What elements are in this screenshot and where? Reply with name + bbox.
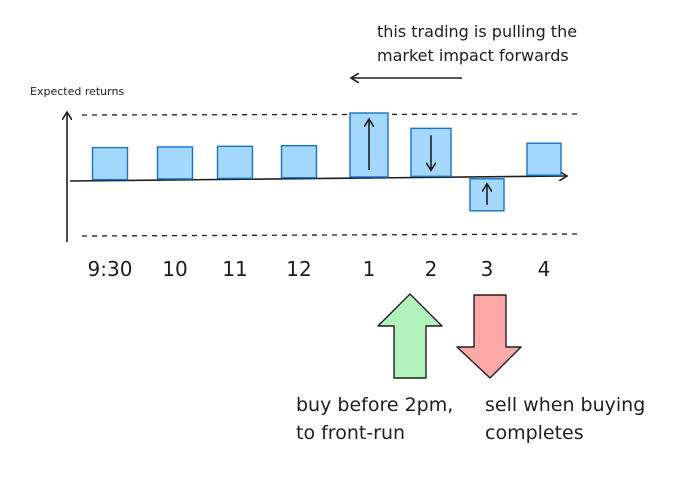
bar-10 [156,146,194,180]
x-tick-label: 4 [538,257,551,281]
bar-930 [91,146,129,181]
buy-caption-line-2: to front-run [296,422,405,444]
x-tick-label: 9:30 [88,257,133,281]
x-axis [69,176,566,182]
x-tick-label: 11 [222,257,247,281]
annotation-line-1: this trading is pulling the [377,22,577,41]
x-tick-label: 2 [425,257,438,281]
sell-caption-line-1: sell when buying [485,394,645,416]
buy-caption-line-1: buy before 2pm, [296,394,453,416]
annotation-line-2: market impact forwards [377,46,569,65]
sell-arrow-down-icon [456,294,522,379]
buy-arrow-up-icon [377,293,443,379]
x-tick-label: 10 [162,257,187,281]
upper-dashed-line [81,113,579,116]
x-tick-label: 12 [286,257,311,281]
bar-12 [280,144,318,179]
bar-group [91,112,562,212]
x-tick-label: 3 [481,257,494,281]
x-tick-labels: 9:30 10 11 12 1 2 3 4 [88,257,551,281]
y-axis-label: Expected returns [30,85,124,98]
bar-11 [216,145,254,180]
bar-4 [526,142,562,176]
lower-dashed-line [81,233,579,237]
sell-caption-line-2: completes [485,422,584,444]
x-tick-label: 1 [363,257,376,281]
